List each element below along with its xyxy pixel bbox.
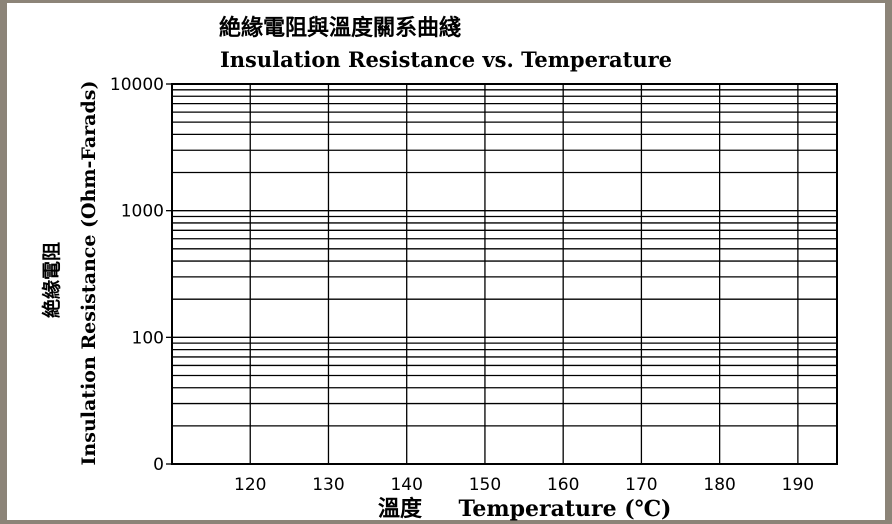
x-tick-label: 190 bbox=[782, 475, 814, 495]
plot-area-border bbox=[171, 83, 838, 465]
x-axis-label: Temperature (℃) bbox=[459, 496, 672, 522]
chart-title: 絶緣電阻與溫度關系曲綫 bbox=[219, 15, 461, 41]
chart-subtitle: Insulation Resistance vs. Temperature bbox=[220, 47, 672, 72]
x-tick-label: 180 bbox=[703, 475, 735, 495]
x-tick-label: 170 bbox=[625, 475, 657, 495]
grid bbox=[172, 84, 837, 464]
x-tick-label: 160 bbox=[547, 475, 579, 495]
x-tick-label: 120 bbox=[234, 475, 266, 495]
x-tick-label: 130 bbox=[312, 475, 344, 495]
x-tick-label: 140 bbox=[390, 475, 422, 495]
y-tick-label: 100 bbox=[132, 328, 164, 348]
y-axis-ticks: 0 100 1000 10000 bbox=[110, 75, 172, 475]
y-axis-label-cn: 絶緣電阻 bbox=[40, 242, 63, 318]
y-tick-label: 1000 bbox=[121, 202, 164, 222]
y-tick-label: 0 bbox=[153, 455, 164, 475]
x-axis-ticks: 120 130 140 150 160 170 180 190 bbox=[234, 475, 814, 495]
y-axis-label: Insulation Resistance (Ohm-Farads) bbox=[78, 81, 100, 466]
x-tick-label: 150 bbox=[469, 475, 501, 495]
x-axis-label-cn: 溫度 bbox=[378, 496, 423, 522]
y-tick-label: 10000 bbox=[110, 75, 164, 95]
